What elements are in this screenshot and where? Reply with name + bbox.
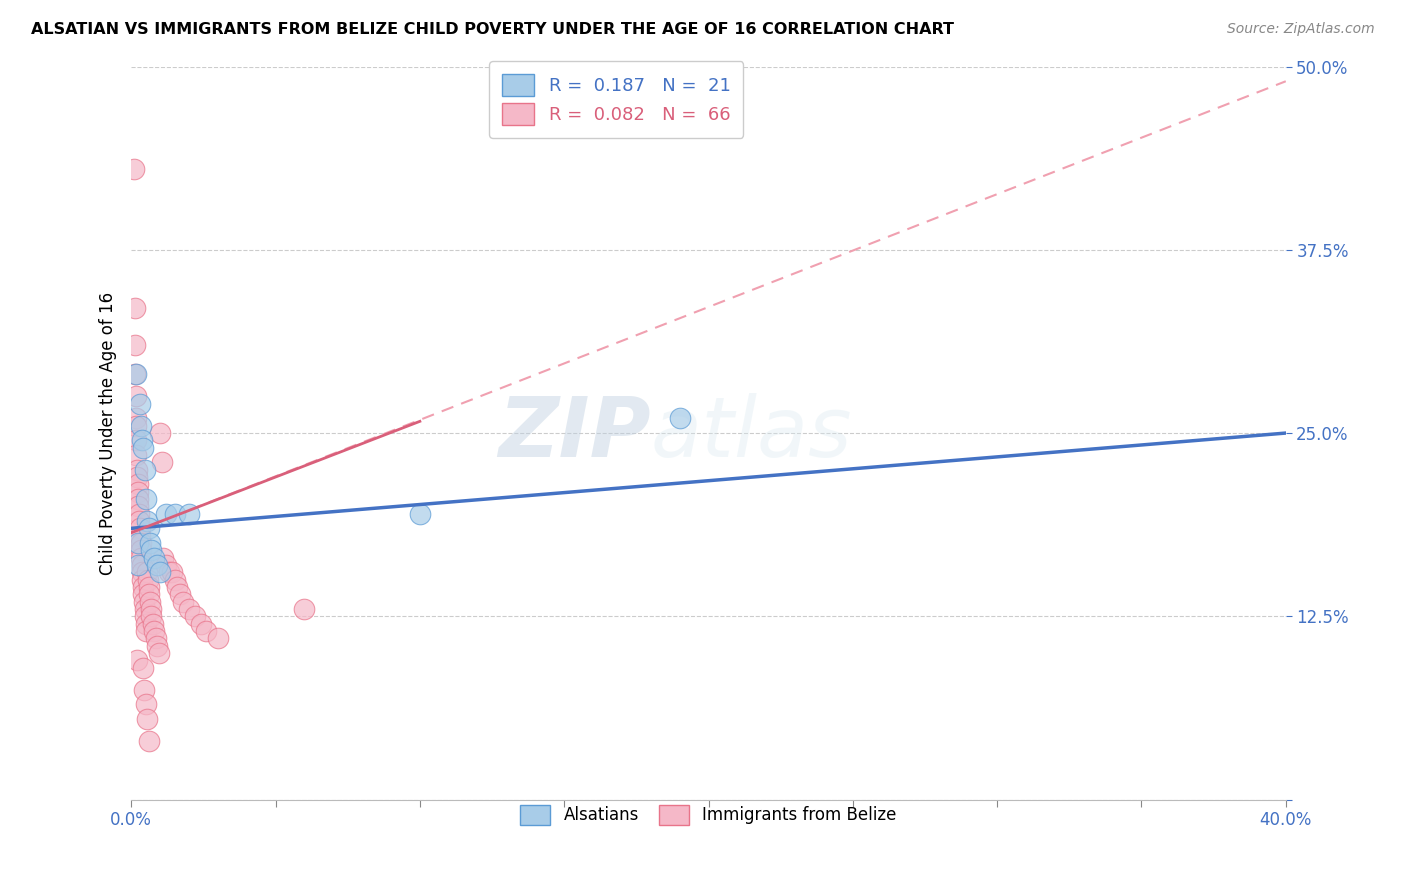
Point (125, 434, 148, 448)
Text: ZIP: ZIP (498, 392, 651, 474)
Point (146, 558, 169, 572)
Point (139, 594, 162, 608)
Point (132, 587, 155, 601)
Point (136, 514, 159, 528)
Point (124, 301, 146, 316)
Point (135, 624, 157, 638)
Point (131, 550, 153, 565)
Point (131, 418, 153, 433)
Point (172, 594, 194, 608)
Text: atlas: atlas (651, 392, 852, 474)
Point (142, 616, 165, 631)
Point (141, 543, 163, 558)
Point (131, 566, 153, 580)
Point (135, 491, 157, 506)
Point (129, 397, 152, 411)
Point (668, 411, 690, 425)
Point (124, 411, 146, 425)
Point (134, 463, 156, 477)
Point (177, 507, 200, 521)
Point (129, 521, 152, 535)
Point (136, 712, 159, 726)
Point (139, 602, 162, 616)
Point (163, 573, 186, 587)
Point (195, 624, 218, 638)
Point (149, 425, 172, 440)
Point (139, 536, 162, 550)
Point (177, 602, 200, 616)
Point (138, 580, 160, 594)
Point (134, 609, 156, 624)
Point (122, 162, 145, 177)
Point (150, 455, 173, 469)
Text: Source: ZipAtlas.com: Source: ZipAtlas.com (1227, 22, 1375, 37)
Point (138, 587, 160, 601)
Point (135, 616, 157, 631)
Point (135, 698, 157, 712)
Point (146, 639, 169, 653)
Point (128, 507, 150, 521)
Point (124, 368, 146, 382)
Point (166, 580, 188, 594)
Point (132, 660, 155, 674)
Point (136, 573, 159, 587)
Point (160, 566, 183, 580)
Point (207, 632, 229, 646)
Point (134, 682, 156, 697)
Point (129, 536, 152, 550)
Point (127, 484, 149, 499)
Point (141, 609, 163, 624)
Point (143, 624, 166, 638)
Point (132, 594, 155, 608)
Point (190, 616, 212, 631)
Point (127, 500, 149, 514)
Point (132, 441, 155, 455)
Point (124, 368, 146, 382)
Point (294, 602, 316, 616)
Point (127, 558, 149, 572)
Point (127, 536, 149, 550)
Point (138, 521, 160, 535)
Point (157, 566, 180, 580)
Point (129, 529, 152, 543)
Point (155, 507, 177, 521)
Point (169, 587, 191, 601)
Point (409, 507, 432, 521)
Point (132, 580, 155, 594)
Point (134, 602, 156, 616)
Point (125, 448, 148, 462)
Point (131, 558, 153, 572)
Point (127, 477, 149, 491)
Point (148, 646, 170, 660)
Text: ALSATIAN VS IMMIGRANTS FROM BELIZE CHILD POVERTY UNDER THE AGE OF 16 CORRELATION: ALSATIAN VS IMMIGRANTS FROM BELIZE CHILD… (31, 22, 953, 37)
Point (155, 558, 177, 572)
Point (125, 653, 148, 667)
Point (136, 566, 159, 580)
Point (127, 491, 149, 506)
Point (125, 470, 148, 484)
Legend: Alsatians, Immigrants from Belize: Alsatians, Immigrants from Belize (510, 795, 907, 835)
Point (131, 434, 153, 448)
Point (138, 734, 160, 748)
Point (145, 632, 167, 646)
Point (143, 550, 166, 565)
Point (124, 389, 146, 403)
Point (129, 543, 152, 558)
Point (125, 463, 148, 477)
Point (128, 514, 150, 528)
Point (131, 573, 153, 587)
Point (184, 609, 207, 624)
Point (163, 507, 186, 521)
Point (152, 550, 174, 565)
Point (125, 418, 148, 433)
Y-axis label: Child Poverty Under the Age of 16: Child Poverty Under the Age of 16 (100, 292, 117, 574)
Point (149, 566, 172, 580)
Point (124, 338, 146, 352)
